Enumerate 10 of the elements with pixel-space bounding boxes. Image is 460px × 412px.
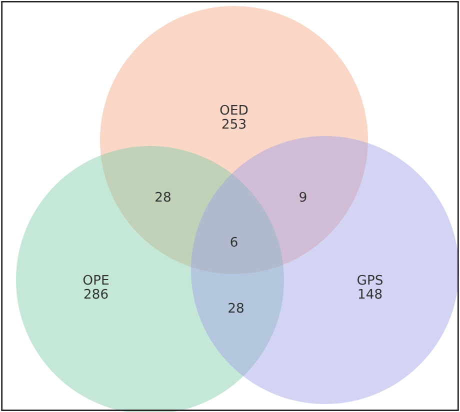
category-label: GPS	[357, 274, 383, 285]
text: 28	[228, 302, 244, 313]
category-label: OPE	[83, 274, 108, 285]
data-label: 286	[84, 288, 108, 299]
text: 9	[300, 192, 306, 202]
category-label: OED	[220, 104, 248, 115]
data-label: 148	[358, 288, 382, 299]
text: 28	[156, 192, 170, 202]
text: 6	[230, 236, 238, 247]
data-label: 253	[222, 118, 246, 129]
